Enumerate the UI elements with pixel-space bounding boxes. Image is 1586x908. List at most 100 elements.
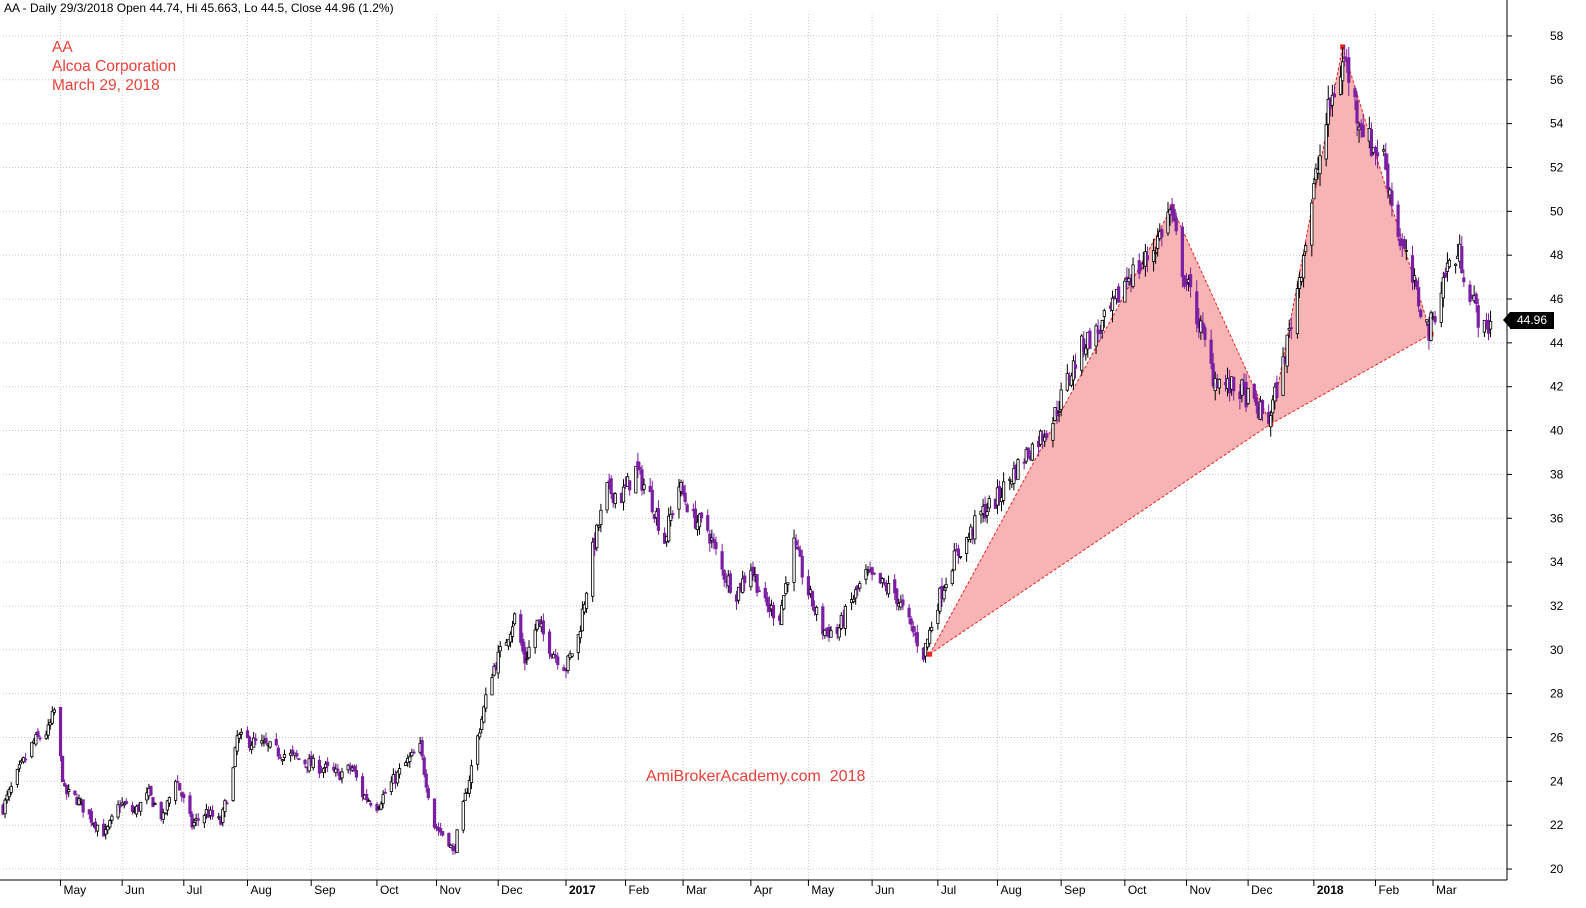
- candle-body: [122, 803, 126, 806]
- candle-body: [1338, 76, 1343, 95]
- candle: [872, 572, 876, 576]
- candle: [282, 749, 287, 761]
- candle: [182, 791, 186, 803]
- candle: [1232, 376, 1236, 401]
- candle-body: [1439, 292, 1443, 323]
- candle: [806, 569, 811, 600]
- candle: [823, 629, 827, 639]
- candle: [749, 563, 753, 591]
- chart-header-ohlc: AA - Daily 29/3/2018 Open 44.74, Hi 45.6…: [4, 1, 394, 15]
- candle: [412, 749, 416, 754]
- candle-body: [882, 582, 887, 585]
- candle-body: [537, 619, 541, 624]
- candle: [223, 798, 227, 818]
- candle: [1071, 355, 1076, 390]
- candle: [541, 613, 545, 642]
- candle-body: [699, 512, 704, 519]
- candle-body: [872, 572, 876, 575]
- y-tick-label: 30: [1550, 643, 1564, 657]
- candle-body: [178, 783, 182, 791]
- candle-body: [108, 820, 112, 828]
- candle-body: [9, 786, 13, 793]
- candle: [476, 734, 480, 771]
- candle: [231, 766, 235, 802]
- candle: [461, 799, 465, 834]
- candle: [1211, 353, 1215, 389]
- candle: [451, 842, 455, 855]
- candle: [24, 752, 28, 763]
- candle-body: [153, 803, 157, 805]
- candle-body: [182, 794, 186, 798]
- candle-body: [1211, 363, 1215, 387]
- candle: [145, 787, 149, 805]
- candle-body: [46, 724, 50, 736]
- candle-body: [741, 578, 745, 593]
- candle: [252, 731, 256, 748]
- candle: [895, 588, 899, 611]
- candle-body: [1429, 312, 1433, 341]
- candle-body: [381, 794, 385, 804]
- candle: [295, 749, 299, 759]
- pattern-leg: [1270, 46, 1344, 425]
- candle-body: [1433, 316, 1437, 323]
- pattern-triangle-bcd: [1270, 46, 1431, 424]
- candle-body: [823, 629, 827, 636]
- candle-body: [467, 779, 472, 794]
- candle: [578, 625, 582, 644]
- candle: [792, 529, 796, 592]
- candle-body: [866, 570, 870, 573]
- candle: [1482, 320, 1486, 337]
- candle: [124, 798, 128, 805]
- candle: [1297, 271, 1302, 299]
- candle-body: [533, 629, 537, 649]
- candle: [480, 716, 484, 734]
- candle-body: [909, 618, 913, 625]
- candle: [264, 732, 268, 745]
- candle-body: [506, 639, 511, 647]
- candle-body: [36, 731, 40, 737]
- candle-body: [116, 804, 120, 818]
- candle: [525, 651, 529, 666]
- candle: [1246, 387, 1250, 406]
- candle: [276, 744, 280, 760]
- candle: [233, 746, 237, 768]
- candle-body: [983, 503, 987, 519]
- candle-body: [749, 570, 753, 588]
- candle: [1382, 144, 1386, 157]
- candle: [46, 719, 50, 740]
- candle: [714, 536, 718, 556]
- candle: [669, 506, 673, 527]
- candle-body: [1482, 320, 1486, 333]
- candle: [149, 785, 153, 796]
- candle-body: [202, 815, 206, 824]
- candle: [48, 718, 52, 730]
- candle: [1295, 281, 1300, 339]
- candle-body: [159, 802, 163, 820]
- candle: [52, 707, 56, 716]
- candle-body: [911, 625, 915, 633]
- chart-date: March 29, 2018: [52, 77, 160, 94]
- candle-body: [295, 753, 299, 757]
- candle-body: [110, 815, 114, 821]
- candle: [741, 570, 745, 594]
- candle-body: [1154, 252, 1158, 255]
- candle: [591, 537, 595, 603]
- candle: [17, 760, 22, 772]
- candle-body: [274, 738, 278, 746]
- candle-body: [149, 785, 153, 796]
- candle: [73, 790, 77, 796]
- candle: [1404, 239, 1408, 261]
- candle: [116, 800, 120, 820]
- candle: [268, 741, 272, 749]
- candle: [523, 641, 527, 671]
- candle-body: [1441, 277, 1445, 299]
- candle: [958, 556, 963, 560]
- candle: [784, 576, 788, 596]
- candle: [681, 480, 685, 497]
- candle-body: [1051, 423, 1055, 441]
- x-tick-label: Aug: [251, 883, 272, 897]
- candle: [987, 495, 991, 512]
- candle-body: [792, 537, 796, 583]
- candle: [196, 813, 200, 827]
